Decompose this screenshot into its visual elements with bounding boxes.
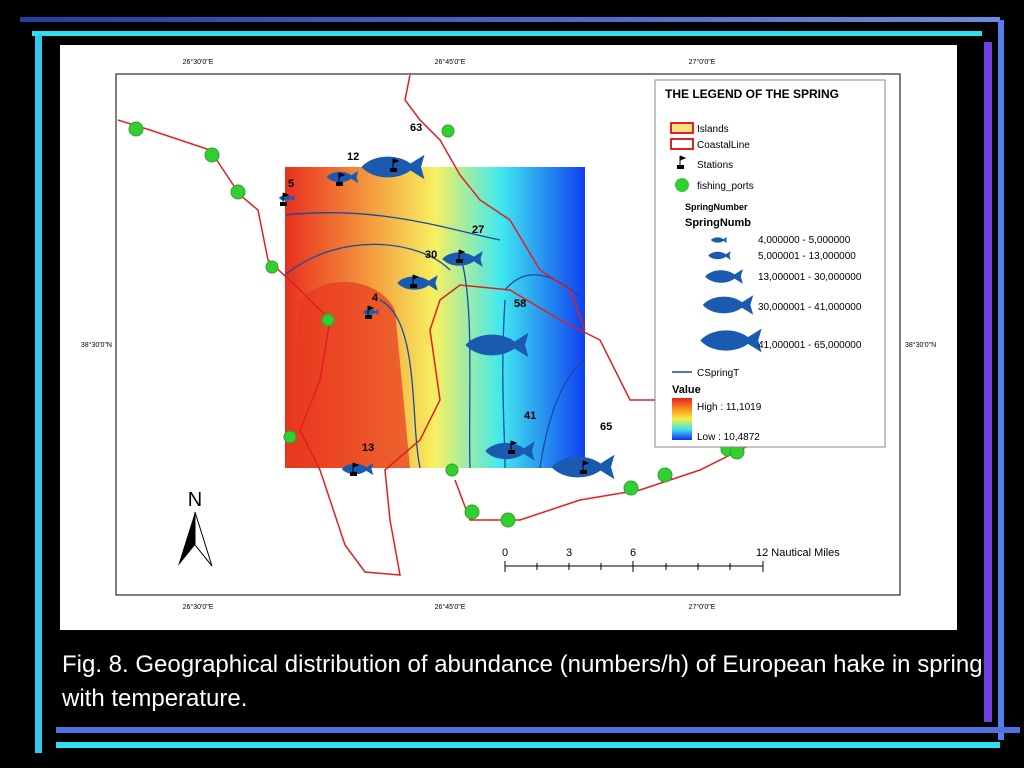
station-label: 27 — [472, 224, 484, 236]
legend-item: CSpringT — [697, 368, 739, 379]
legend-item: CoastalLine — [697, 140, 750, 151]
heatmap — [284, 167, 586, 469]
legend-heading: SpringNumb — [685, 217, 751, 229]
top-tick: 26°30'0"E — [183, 58, 214, 66]
legend-heading: Value — [672, 384, 701, 396]
station-label: 30 — [425, 249, 437, 261]
legend-title: THE LEGEND OF THE SPRING — [665, 87, 839, 101]
legend-class: 13,000001 - 30,000000 — [758, 272, 862, 283]
station-label: 12 — [347, 151, 359, 163]
legend-class: 30,000001 - 41,000000 — [758, 302, 862, 313]
north-arrow: N — [178, 489, 213, 567]
top-tick: 26°45'0"E — [435, 58, 466, 66]
scale-label: 12 Nautical Miles — [756, 547, 840, 559]
legend-class: 5,000001 - 13,000000 — [758, 251, 856, 262]
left-tick: 38°30'0"N — [81, 341, 112, 349]
legend-heading: SpringNumber — [685, 202, 748, 212]
scale-label: 6 — [630, 547, 636, 559]
legend-low: Low : 10,4872 — [697, 432, 760, 443]
legend: THE LEGEND OF THE SPRING Islands Coastal… — [654, 79, 886, 448]
bottom-tick: 27°0'0"E — [689, 603, 716, 611]
top-tick: 27°0'0"E — [689, 58, 716, 66]
north-label: N — [188, 489, 202, 511]
legend-item: fishing_ports — [697, 181, 754, 192]
station-label: 65 — [600, 421, 612, 433]
station-label: 5 — [288, 178, 294, 190]
decor — [20, 17, 1020, 753]
scale-label: 3 — [566, 547, 572, 559]
station-label: 13 — [362, 442, 374, 454]
legend-item: Stations — [697, 160, 733, 171]
scale-label: 0 — [502, 547, 508, 559]
map-frame — [115, 73, 901, 596]
legend-item: Islands — [697, 124, 729, 135]
legend-class: 4,000000 - 5,000000 — [758, 235, 851, 246]
station-label: 58 — [514, 298, 526, 310]
caption: Fig. 8. Geographical distribution of abu… — [62, 651, 983, 712]
bottom-tick: 26°45'0"E — [435, 603, 466, 611]
legend-high: High : 11,1019 — [697, 402, 762, 413]
station-label: 41 — [524, 410, 536, 422]
right-tick: 38°30'0"N — [905, 341, 936, 349]
station-label: 4 — [372, 292, 379, 304]
legend-class: 41,000001 - 65,000000 — [758, 340, 862, 351]
station-label: 63 — [410, 122, 422, 134]
scale-bar: 0 3 6 12 Nautical Miles — [502, 547, 840, 572]
bottom-tick: 26°30'0"E — [183, 603, 214, 611]
